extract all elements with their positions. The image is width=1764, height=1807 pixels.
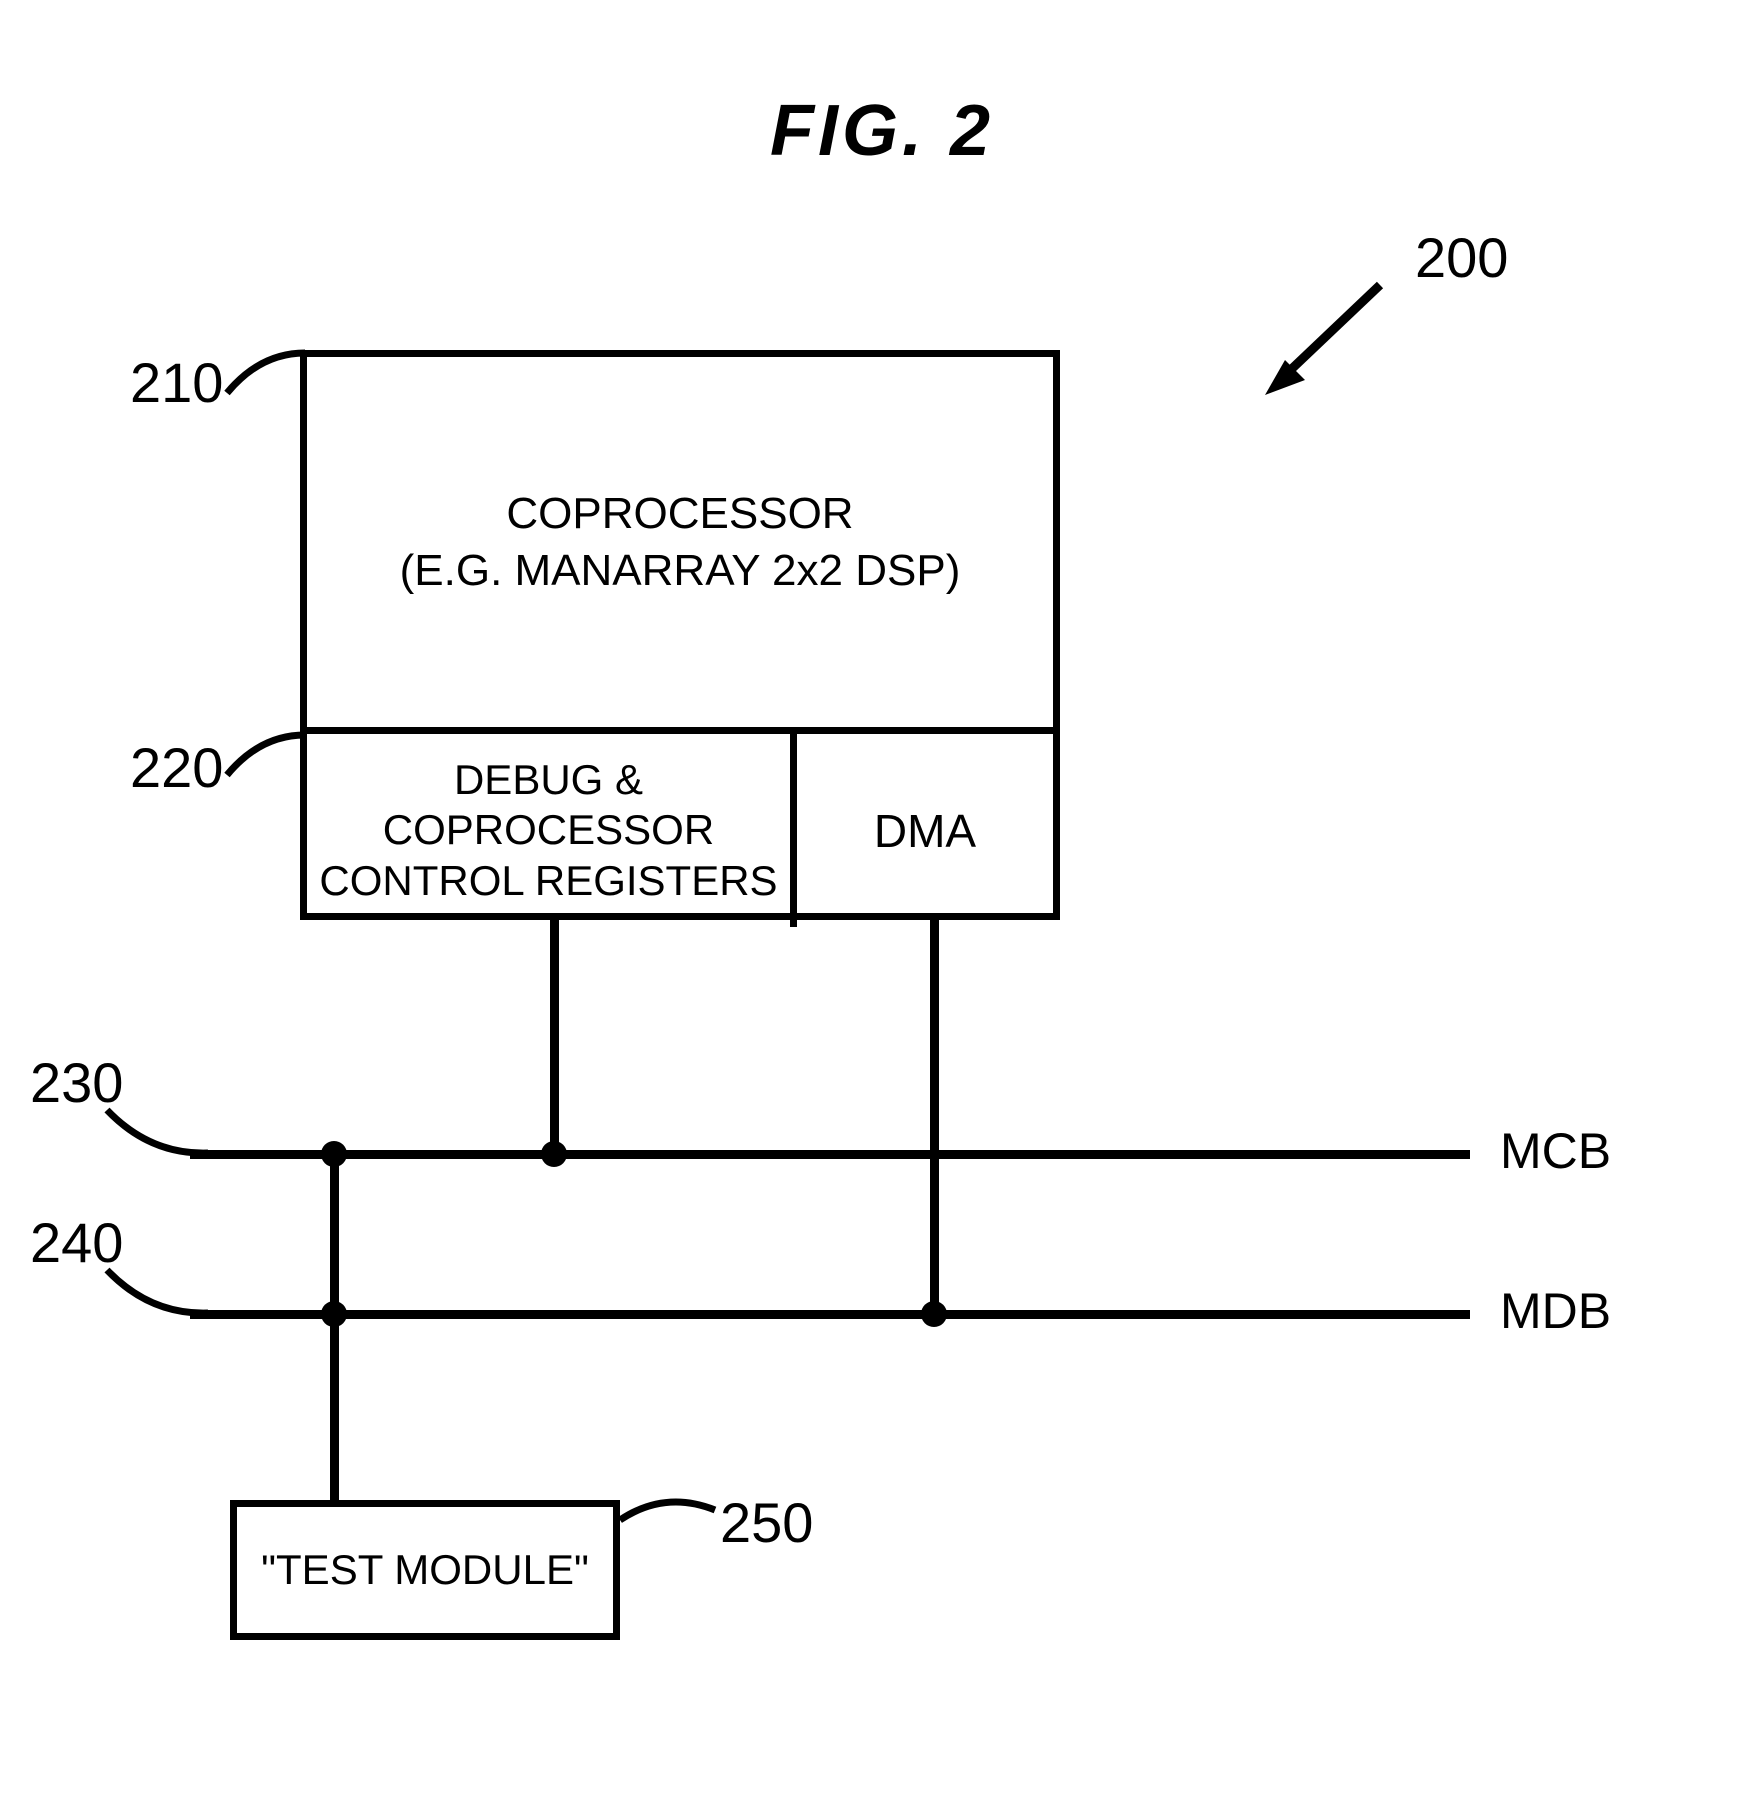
test-to-bus-line bbox=[330, 1150, 339, 1505]
ref-200: 200 bbox=[1415, 225, 1508, 290]
ref-210: 210 bbox=[130, 350, 223, 415]
debug-to-mcb-line bbox=[550, 920, 559, 1154]
mdb-bus bbox=[190, 1310, 1470, 1319]
dma-to-mdb-line bbox=[930, 920, 939, 1314]
coprocessor-line1: COPROCESSOR bbox=[506, 485, 853, 542]
bottom-row: DEBUG & COPROCESSOR CONTROL REGISTERS DM… bbox=[307, 727, 1053, 927]
test-module-block: "TEST MODULE" bbox=[230, 1500, 620, 1640]
ref-250: 250 bbox=[720, 1490, 813, 1555]
mcb-label: MCB bbox=[1500, 1122, 1611, 1180]
dma-block: DMA bbox=[797, 727, 1053, 927]
ref-230: 230 bbox=[30, 1050, 123, 1115]
leader-220 bbox=[220, 720, 320, 790]
debug-text: DEBUG & COPROCESSOR CONTROL REGISTERS bbox=[319, 755, 777, 906]
debug-block: DEBUG & COPROCESSOR CONTROL REGISTERS bbox=[307, 727, 797, 927]
main-block: COPROCESSOR (E.G. MANARRAY 2x2 DSP) DEBU… bbox=[300, 350, 1060, 920]
diagram-container: 200 COPROCESSOR (E.G. MANARRAY 2x2 DSP) … bbox=[130, 320, 1630, 1720]
ref-220: 220 bbox=[130, 735, 223, 800]
mcb-bus bbox=[190, 1150, 1470, 1159]
mdb-label: MDB bbox=[1500, 1282, 1611, 1340]
coprocessor-block: COPROCESSOR (E.G. MANARRAY 2x2 DSP) bbox=[307, 357, 1053, 727]
figure-title: FIG. 2 bbox=[770, 90, 994, 172]
leader-210 bbox=[220, 338, 320, 408]
junction-test-mcb bbox=[321, 1141, 347, 1167]
leader-250 bbox=[610, 1480, 730, 1560]
coprocessor-line2: (E.G. MANARRAY 2x2 DSP) bbox=[400, 542, 961, 599]
junction-test-mdb bbox=[321, 1301, 347, 1327]
ref-240: 240 bbox=[30, 1210, 123, 1275]
